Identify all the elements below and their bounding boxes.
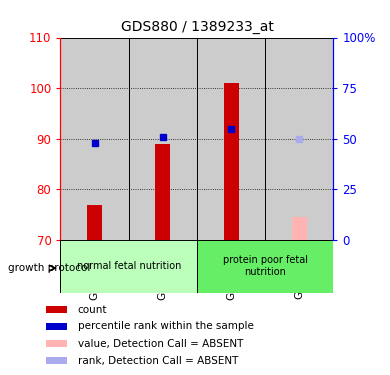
Text: growth protocol: growth protocol <box>8 263 90 273</box>
Bar <box>46 357 67 364</box>
Bar <box>60 240 197 292</box>
Bar <box>129 38 197 240</box>
Text: percentile rank within the sample: percentile rank within the sample <box>78 321 254 331</box>
Text: value, Detection Call = ABSENT: value, Detection Call = ABSENT <box>78 339 243 348</box>
Text: normal fetal nutrition: normal fetal nutrition <box>76 261 181 271</box>
Bar <box>46 306 67 313</box>
Title: GDS880 / 1389233_at: GDS880 / 1389233_at <box>121 20 273 34</box>
Bar <box>87 205 102 240</box>
Bar <box>292 217 307 240</box>
Bar <box>60 38 129 240</box>
Bar <box>265 38 333 240</box>
Text: protein poor fetal
nutrition: protein poor fetal nutrition <box>223 255 308 278</box>
Bar <box>197 240 333 292</box>
Text: count: count <box>78 305 107 315</box>
Bar <box>155 144 170 240</box>
Bar <box>46 323 67 330</box>
Bar <box>197 38 265 240</box>
Bar <box>223 83 239 240</box>
Bar <box>46 340 67 347</box>
Text: rank, Detection Call = ABSENT: rank, Detection Call = ABSENT <box>78 356 238 366</box>
